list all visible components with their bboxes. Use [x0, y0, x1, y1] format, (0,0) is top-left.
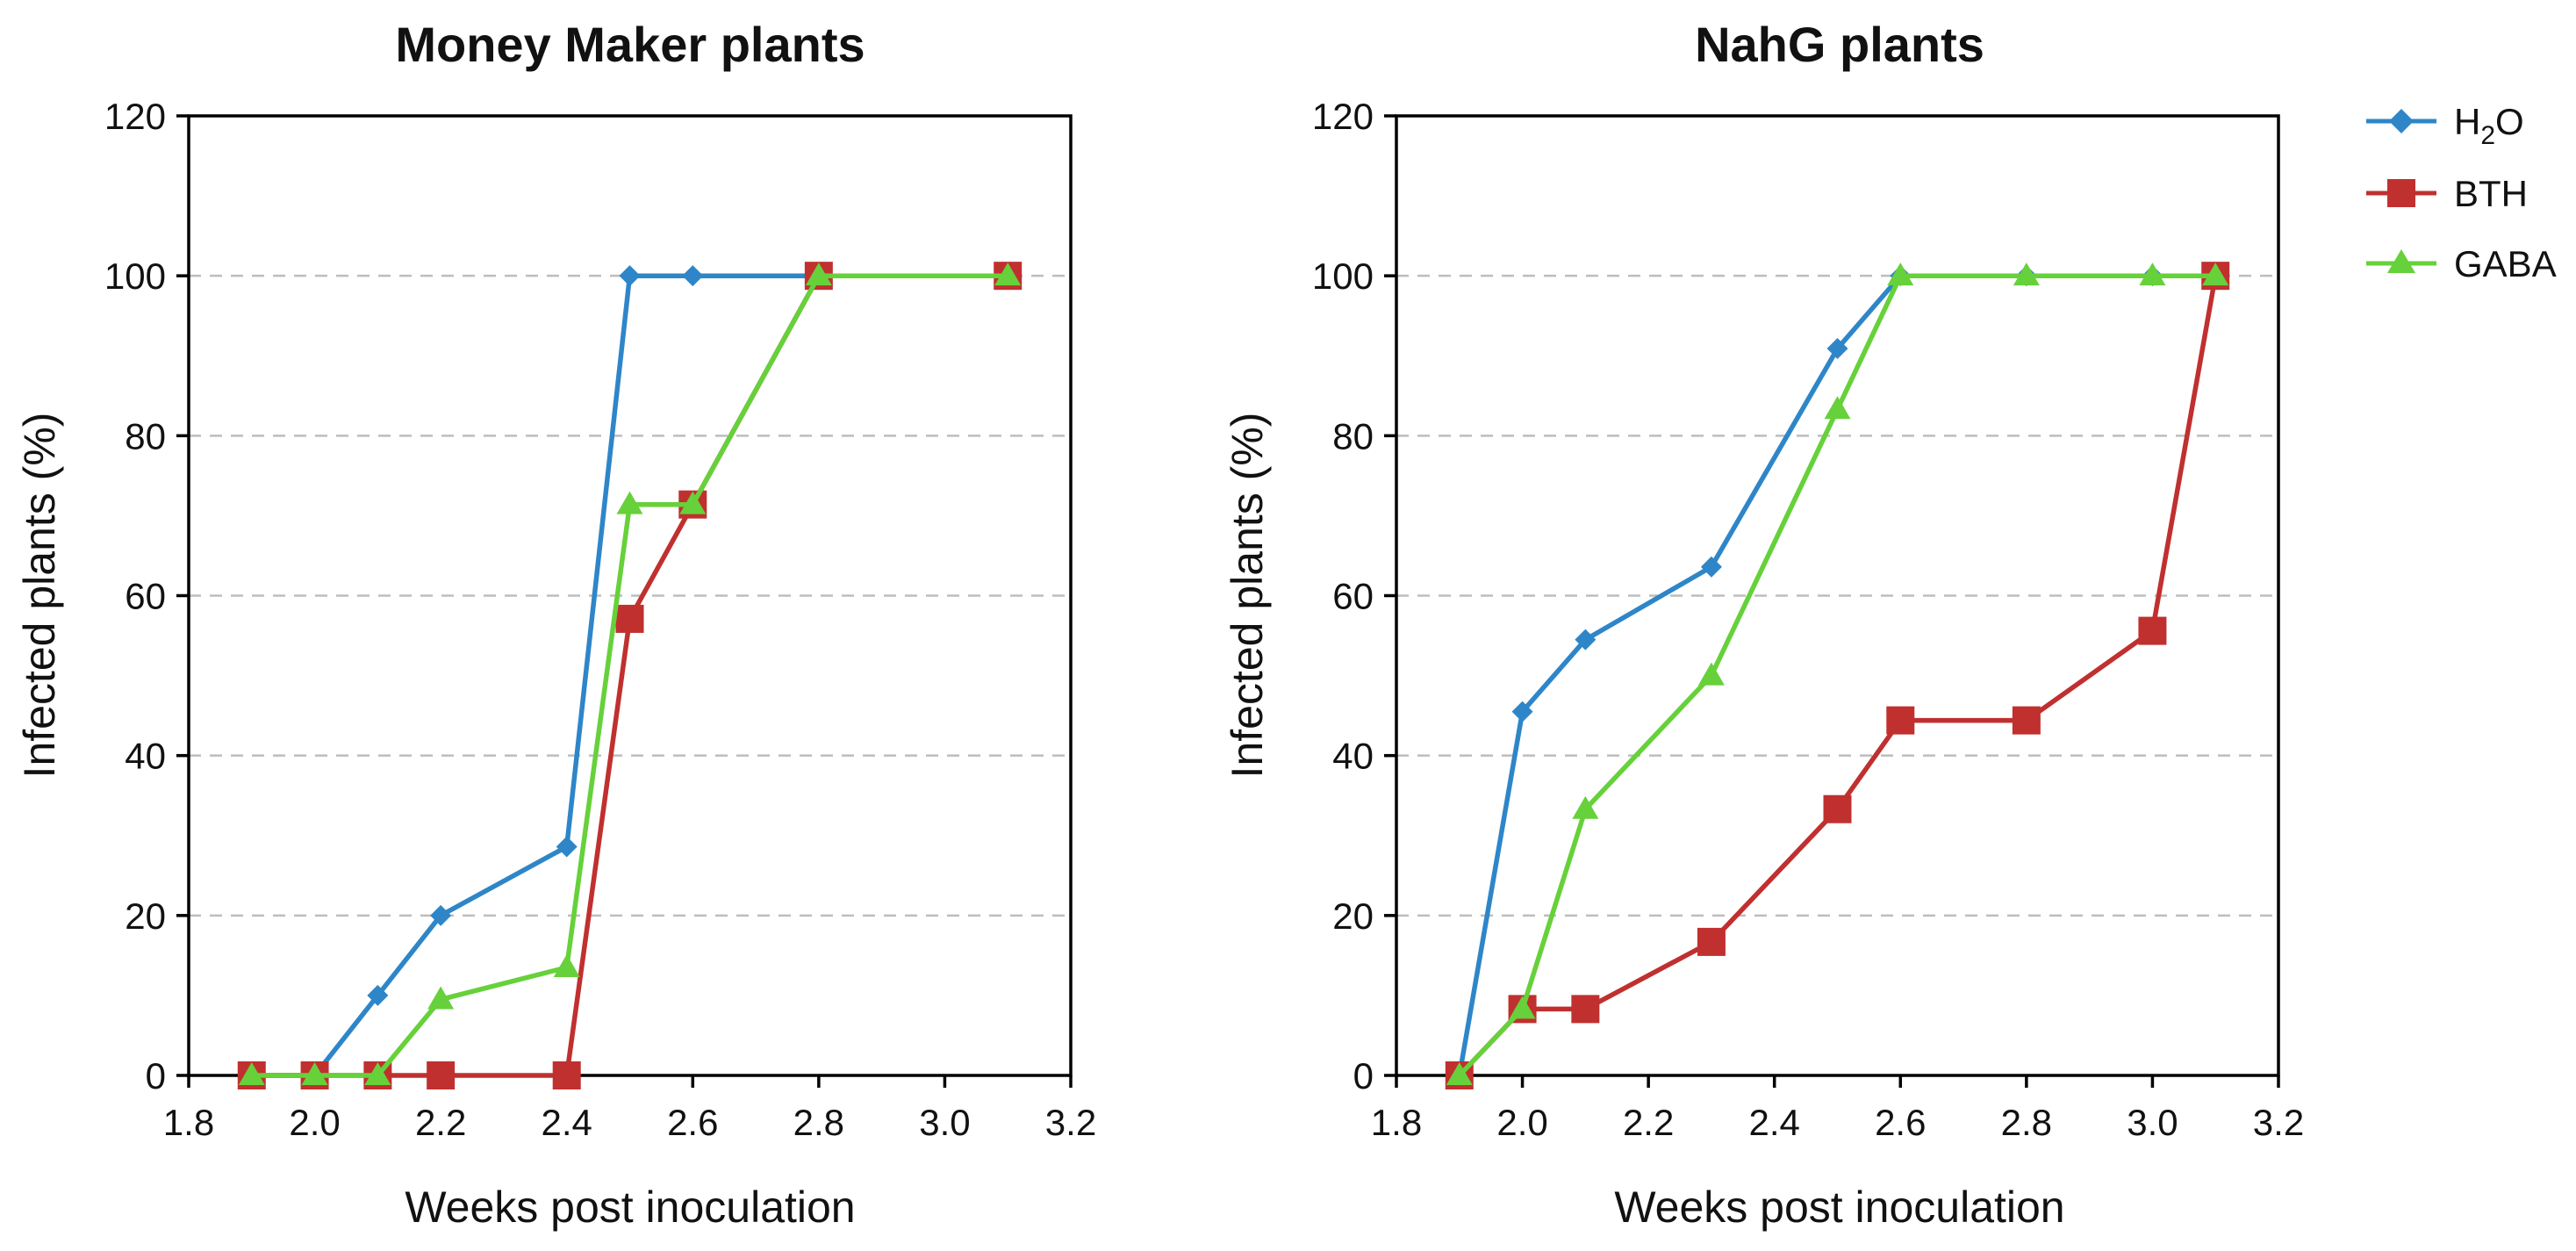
x-tick-label: 3.0	[919, 1102, 970, 1143]
data-point-gaba	[805, 262, 832, 286]
series-gaba	[1446, 262, 2229, 1085]
data-point-bth	[1823, 794, 1852, 823]
data-point-bth	[552, 1061, 581, 1089]
y-tick-label: 0	[146, 1055, 166, 1096]
x-tick-label: 2.2	[415, 1102, 466, 1143]
legend-entry-bth: BTH	[2366, 173, 2528, 214]
data-point-gaba	[2202, 262, 2229, 286]
x-tick-label: 2.0	[289, 1102, 340, 1143]
data-point-gaba	[1697, 662, 1725, 686]
data-series	[237, 262, 1023, 1089]
y-tick-label: 20	[1332, 895, 1374, 937]
data-point-bth	[2138, 616, 2167, 645]
data-point-h2o	[1511, 701, 1533, 723]
y-axis-label: Infected plants (%)	[15, 413, 64, 779]
data-point-gaba	[616, 491, 643, 514]
x-tick-label: 2.2	[1623, 1102, 1674, 1143]
data-point-gaba	[1446, 1062, 1473, 1085]
data-point-bth	[1886, 706, 1915, 735]
data-point-h2o	[430, 904, 452, 926]
data-point-gaba	[994, 262, 1022, 286]
data-point-bth	[427, 1061, 456, 1089]
legend-entry-gaba: GABA	[2366, 243, 2557, 284]
legend-label-main: H	[2454, 101, 2480, 142]
data-point-gaba	[1572, 795, 1599, 819]
x-tick-label: 2.4	[1749, 1102, 1800, 1143]
y-tick-label: 80	[1332, 415, 1374, 457]
x-tick-label: 3.2	[1045, 1102, 1096, 1143]
data-point-h2o	[367, 984, 389, 1006]
data-point-h2o	[1826, 338, 1848, 360]
triangle-marker-icon	[2387, 249, 2415, 273]
x-tick-label: 2.0	[1496, 1102, 1547, 1143]
data-series	[1445, 262, 2230, 1089]
data-point-h2o	[619, 265, 641, 287]
data-point-bth	[1571, 995, 1600, 1024]
data-point-gaba	[238, 1062, 265, 1085]
y-tick-label: 100	[104, 255, 166, 297]
data-point-gaba	[2139, 262, 2166, 286]
data-point-bth	[615, 604, 644, 633]
y-tick-label: 60	[125, 576, 166, 617]
y-tick-label: 120	[1312, 96, 1374, 137]
x-tick-label: 2.8	[2001, 1102, 2052, 1143]
data-point-bth	[1697, 927, 1726, 956]
data-point-gaba	[364, 1062, 391, 1085]
legend-entry-h2o: H2O	[2366, 101, 2524, 150]
data-point-h2o	[556, 836, 578, 858]
x-tick-label: 2.6	[1875, 1102, 1926, 1143]
data-point-gaba	[427, 986, 455, 1010]
legend-label: BTH	[2454, 173, 2528, 214]
nahg-chart-panel: NahG plants 0 20 40 60 80 100 120 1.8 2.0 2.2 2.4 2…	[1223, 17, 2304, 1232]
x-tick-label: 2.6	[667, 1102, 718, 1143]
y-tick-label: 20	[125, 895, 166, 937]
y-tick-label: 60	[1332, 576, 1374, 617]
legend-label: H2O	[2454, 101, 2524, 150]
x-tick-label: 3.0	[2127, 1102, 2178, 1143]
chart-title: NahG plants	[1695, 17, 1984, 72]
data-point-gaba	[1887, 262, 1914, 286]
x-tick-label: 1.8	[1371, 1102, 1422, 1143]
axis-ticks: 0 20 40 60 80 100 120 1.8 2.0 2.2 2.4 2.6 2.8 3.0 3.2	[1312, 96, 2304, 1143]
data-point-h2o	[1700, 556, 1722, 578]
legend-label-subscript: 2	[2480, 121, 2495, 150]
axis-ticks: 0 20 40 60 80 100 120 1.8 2.0 2.2 2.4 2.6 2.8 3.0 3.2	[104, 96, 1096, 1143]
data-point-gaba	[2013, 262, 2040, 286]
data-point-gaba	[679, 491, 707, 514]
legend-label-tail: O	[2495, 101, 2524, 142]
data-point-gaba	[1824, 396, 1851, 420]
x-axis-label: Weeks post inoculation	[1614, 1183, 2064, 1232]
y-tick-label: 80	[125, 415, 166, 457]
y-axis-label: Infected plants (%)	[1223, 413, 1272, 779]
data-point-gaba	[553, 954, 580, 978]
legend: H2O BTH GABA	[2366, 101, 2557, 284]
money-maker-chart-panel: Money Maker plants 0 20 40 60 80 100 120 1.8 2.0…	[15, 17, 1096, 1232]
x-tick-label: 2.4	[542, 1102, 592, 1143]
square-marker-icon	[2387, 179, 2415, 207]
legend-label: GABA	[2454, 243, 2557, 284]
y-tick-label: 0	[1353, 1055, 1374, 1096]
data-point-gaba	[1509, 996, 1536, 1019]
series-gaba	[238, 262, 1022, 1085]
x-tick-label: 2.8	[793, 1102, 844, 1143]
y-tick-label: 40	[1332, 736, 1374, 777]
diamond-marker-icon	[2389, 109, 2414, 133]
x-tick-label: 1.8	[163, 1102, 214, 1143]
data-point-h2o	[1575, 629, 1597, 651]
chart-title: Money Maker plants	[395, 17, 865, 72]
x-tick-label: 3.2	[2253, 1102, 2304, 1143]
y-tick-label: 120	[104, 96, 166, 137]
y-tick-label: 100	[1312, 255, 1374, 297]
data-point-gaba	[301, 1062, 328, 1085]
x-axis-label: Weeks post inoculation	[405, 1183, 855, 1232]
y-tick-label: 40	[125, 736, 166, 777]
data-point-bth	[2012, 706, 2041, 735]
data-point-h2o	[682, 265, 704, 287]
